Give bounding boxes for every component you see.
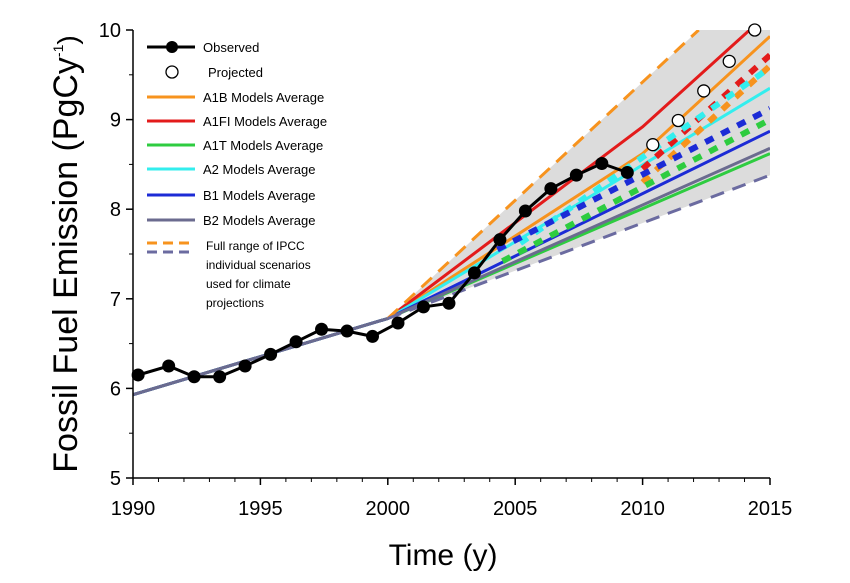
y-tick-label-7: 7 <box>110 289 121 311</box>
observed-point-0 <box>131 368 145 382</box>
observed-point-17 <box>569 168 583 182</box>
legend-range-label-line-2: used for climate <box>206 277 291 291</box>
observed-point-1 <box>162 359 176 373</box>
observed-point-16 <box>544 182 558 196</box>
y-axis-label: Fossil Fuel Emission (PgCy-1) <box>47 35 85 472</box>
observed-point-9 <box>366 329 380 343</box>
x-tick-label-1995: 1995 <box>238 498 283 520</box>
y-tick-label-5: 5 <box>110 468 121 490</box>
observed-point-11 <box>416 300 430 314</box>
observed-point-8 <box>340 324 354 338</box>
legend-label-5: B2 Models Average <box>203 213 316 228</box>
x-tick-label-2000: 2000 <box>366 498 411 520</box>
observed-point-19 <box>620 165 634 179</box>
legend-label-3: A2 Models Average <box>203 162 316 177</box>
projected-point-1 <box>671 113 685 128</box>
x-tick-label-2015: 2015 <box>748 498 793 520</box>
series-dotted-3 <box>518 65 770 246</box>
x-axis-label: Time (y) <box>389 539 498 572</box>
y-axis-label-sup: -1 <box>50 44 66 57</box>
y-tick-label-9: 9 <box>110 110 121 132</box>
observed-point-4 <box>238 359 252 373</box>
legend-range-label-line-3: projections <box>206 296 264 310</box>
legend-label-4: B1 Models Average <box>203 188 316 203</box>
y-tick-label-6: 6 <box>110 378 121 400</box>
x-tick-label-2005: 2005 <box>493 498 538 520</box>
observed-point-2 <box>187 370 201 384</box>
observed-point-18 <box>595 157 609 171</box>
series-dotted-4 <box>496 106 770 253</box>
observed-point-5 <box>264 347 278 361</box>
x-tick-label-1990: 1990 <box>111 498 156 520</box>
observed-point-10 <box>391 316 405 330</box>
y-axis-label-close: ) <box>52 35 83 44</box>
legend-label-1: A1FI Models Average <box>203 114 327 129</box>
observed-point-3 <box>213 370 227 384</box>
y-axis-label-main: Fossil Fuel Emission (PgCy <box>47 57 85 473</box>
legend-label-0: A1B Models Average <box>203 90 324 105</box>
legend-range-label-line-0: Full range of IPCC <box>206 239 305 253</box>
legend-observed-label: Observed <box>203 40 259 55</box>
legend-label-2: A1T Models Average <box>203 138 323 153</box>
observed-point-15 <box>518 204 532 218</box>
projected-point-0 <box>646 138 660 152</box>
legend-observed-marker <box>166 41 178 53</box>
legend-range-label-line-1: individual scenarios <box>206 258 311 272</box>
projected-point-4 <box>748 23 762 37</box>
projected-point-2 <box>697 84 711 98</box>
observed-point-13 <box>467 266 481 280</box>
series-dotted-2 <box>501 116 770 264</box>
y-tick-label-8: 8 <box>110 199 121 221</box>
y-tick-label-10: 10 <box>99 20 121 42</box>
observed-point-7 <box>315 322 329 336</box>
x-tick-label-2010: 2010 <box>620 498 665 520</box>
legend-projected-label: Projected <box>208 65 263 80</box>
observed-point-12 <box>442 296 456 310</box>
legend-projected-marker <box>165 65 179 79</box>
projected-point-3 <box>722 54 736 69</box>
ipcc-range-upper <box>386 30 700 320</box>
observed-point-14 <box>493 233 507 247</box>
observed-point-6 <box>289 335 303 349</box>
